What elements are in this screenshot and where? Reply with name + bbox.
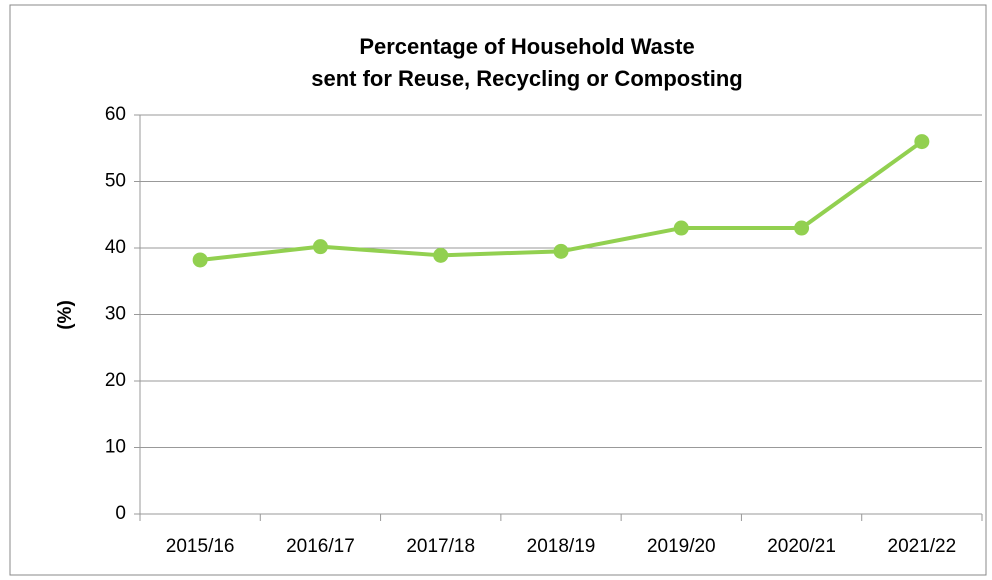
- chart-title: sent for Reuse, Recycling or Composting: [311, 66, 743, 91]
- chart-border: [9, 4, 987, 576]
- y-tick-label: 0: [115, 503, 126, 524]
- data-point: [673, 220, 689, 236]
- data-point: [553, 243, 569, 259]
- x-tick-label: 2018/19: [527, 536, 596, 557]
- x-tick-label: 2015/16: [166, 536, 235, 557]
- chart-title: Percentage of Household Waste: [359, 34, 694, 59]
- x-tick-label: 2021/22: [888, 536, 957, 557]
- data-point: [433, 247, 449, 263]
- x-tick-label: 2019/20: [647, 536, 716, 557]
- data-point: [914, 134, 930, 150]
- y-tick-label: 60: [105, 104, 126, 125]
- y-tick-label: 40: [105, 237, 126, 258]
- x-tick-label: 2017/18: [406, 536, 475, 557]
- data-point: [192, 252, 208, 268]
- x-tick-label: 2020/21: [767, 536, 836, 557]
- x-tick-label: 2016/17: [286, 536, 355, 557]
- data-point: [312, 239, 328, 255]
- y-axis-label: (%): [55, 300, 76, 330]
- y-tick-label: 50: [105, 171, 126, 192]
- data-point: [794, 220, 810, 236]
- y-tick-label: 20: [105, 370, 126, 391]
- y-tick-label: 30: [105, 304, 126, 325]
- y-tick-label: 10: [105, 437, 126, 458]
